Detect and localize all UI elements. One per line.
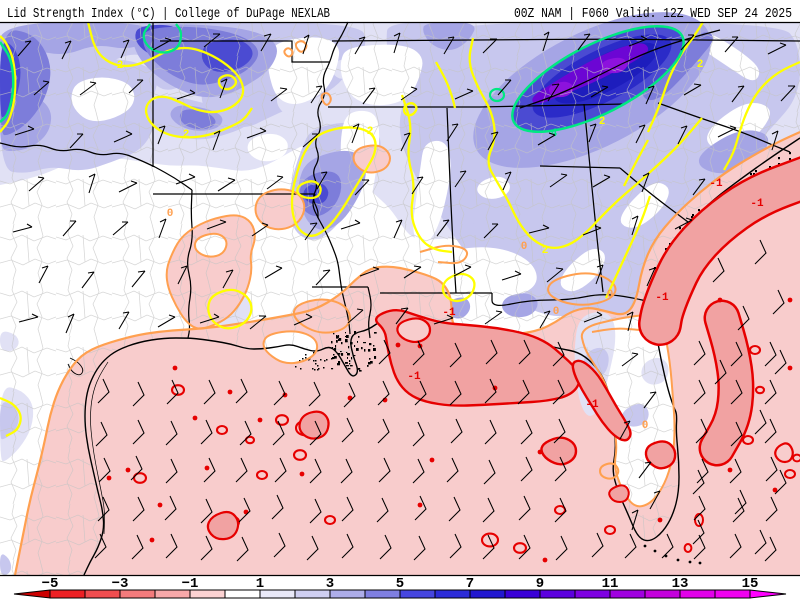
svg-text:−1: −1: [182, 576, 199, 592]
svg-text:00Z NAM | F060 Valid: 12Z WED: 00Z NAM | F060 Valid: 12Z WED SEP 24 202…: [514, 6, 792, 22]
svg-text:11: 11: [602, 576, 619, 592]
svg-text:-1: -1: [750, 198, 764, 210]
svg-text:−5: −5: [42, 576, 59, 592]
svg-text:0: 0: [521, 241, 528, 253]
svg-text:4: 4: [551, 128, 558, 140]
svg-text:7: 7: [466, 576, 474, 592]
svg-text:0: 0: [167, 208, 174, 220]
svg-text:3: 3: [326, 576, 334, 592]
svg-text:2: 2: [542, 245, 549, 257]
svg-text:2: 2: [117, 60, 124, 72]
svg-text:1: 1: [256, 576, 264, 592]
svg-text:−3: −3: [112, 576, 129, 592]
svg-text:-1: -1: [442, 307, 456, 319]
svg-text:2: 2: [183, 129, 190, 141]
svg-text:0: 0: [642, 420, 649, 432]
svg-text:5: 5: [396, 576, 404, 592]
svg-text:2: 2: [697, 59, 704, 71]
svg-text:15: 15: [742, 576, 759, 592]
svg-text:-1: -1: [585, 399, 599, 411]
svg-text:-1: -1: [709, 178, 723, 190]
svg-text:2: 2: [367, 126, 374, 138]
svg-text:-1: -1: [655, 292, 669, 304]
svg-text:-1: -1: [407, 371, 421, 383]
svg-text:9: 9: [536, 576, 544, 592]
svg-text:13: 13: [672, 576, 689, 592]
svg-text:2: 2: [599, 116, 606, 128]
svg-text:0: 0: [607, 289, 614, 301]
svg-text:Lid Strength Index (°C) | Coll: Lid Strength Index (°C) | College of DuP…: [7, 6, 330, 22]
svg-text:0: 0: [553, 306, 560, 318]
